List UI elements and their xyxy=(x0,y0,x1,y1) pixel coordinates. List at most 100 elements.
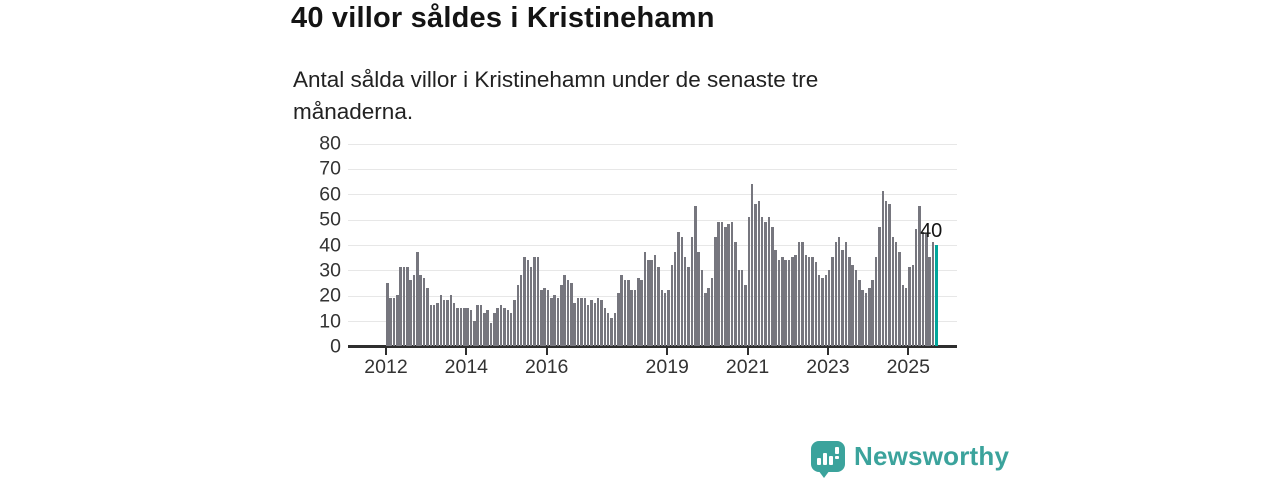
bar xyxy=(791,257,794,346)
bar xyxy=(560,285,563,346)
bar xyxy=(576,297,580,346)
bar xyxy=(704,292,707,346)
bar xyxy=(750,183,754,346)
bar xyxy=(409,280,412,346)
bar xyxy=(807,257,811,346)
x-axis-tick xyxy=(545,347,548,355)
bar xyxy=(647,259,650,346)
bar xyxy=(784,259,787,346)
bar xyxy=(396,295,399,346)
bar xyxy=(898,252,901,346)
bar xyxy=(570,282,573,346)
bar xyxy=(727,224,730,346)
highlighted-latest-bar xyxy=(935,244,938,346)
bar xyxy=(781,257,784,346)
bar xyxy=(831,257,834,346)
bar xyxy=(697,252,700,346)
bar xyxy=(881,191,884,346)
bar xyxy=(884,201,888,346)
gridline xyxy=(348,143,957,145)
bar xyxy=(851,264,854,346)
bar xyxy=(643,252,647,346)
x-axis-tick-label: 2019 xyxy=(645,356,689,378)
bar xyxy=(821,277,824,346)
x-axis-tick-label: 2016 xyxy=(525,356,569,378)
latest-value-label: 40 xyxy=(920,219,943,242)
bar xyxy=(837,236,841,346)
bar xyxy=(633,290,637,346)
bar xyxy=(811,257,814,346)
bar xyxy=(797,241,801,346)
bar xyxy=(771,226,774,346)
bar xyxy=(891,236,895,346)
bar xyxy=(596,297,600,346)
bar xyxy=(416,252,419,346)
gridline xyxy=(348,219,957,221)
bar xyxy=(452,302,456,346)
bar xyxy=(918,206,921,346)
bar xyxy=(904,287,908,346)
bar xyxy=(526,259,530,346)
x-axis-tick xyxy=(746,347,749,355)
bar xyxy=(419,274,422,346)
bar xyxy=(426,287,429,346)
bar xyxy=(389,297,392,346)
bar xyxy=(550,297,553,346)
bar xyxy=(757,201,761,346)
bar xyxy=(422,277,426,346)
bar xyxy=(533,257,536,346)
bar xyxy=(432,305,436,346)
bar xyxy=(412,274,416,346)
bar xyxy=(516,285,520,346)
bar xyxy=(730,221,734,346)
bar xyxy=(925,234,928,346)
bar xyxy=(888,203,891,346)
bar xyxy=(493,313,496,346)
bar xyxy=(844,241,848,346)
bar xyxy=(814,262,818,346)
y-axis-tick-label: 40 xyxy=(319,234,341,256)
bar xyxy=(606,313,610,346)
bar xyxy=(700,269,704,346)
bar xyxy=(717,221,720,346)
x-axis-tick xyxy=(465,347,468,355)
bar xyxy=(556,297,560,346)
bar xyxy=(760,216,764,346)
bar xyxy=(449,295,453,346)
bar xyxy=(429,305,433,346)
y-axis-tick-label: 70 xyxy=(319,157,341,180)
bar xyxy=(620,274,623,346)
bar xyxy=(506,310,510,346)
y-axis-tick-label: 80 xyxy=(319,132,341,155)
x-axis-tick-label: 2023 xyxy=(806,356,850,378)
bar xyxy=(617,292,620,346)
bar xyxy=(734,241,737,346)
bar xyxy=(543,287,546,346)
bar xyxy=(486,310,489,346)
bar xyxy=(523,257,526,346)
bar xyxy=(787,259,791,346)
bar xyxy=(583,297,587,346)
bar xyxy=(848,257,851,346)
bar xyxy=(874,257,878,346)
bar xyxy=(439,295,443,346)
bar xyxy=(456,307,459,346)
bar xyxy=(921,231,925,346)
bar xyxy=(663,292,667,346)
bar xyxy=(603,307,607,346)
bar xyxy=(878,226,881,346)
newsworthy-wordmark: Newsworthy xyxy=(854,441,1010,471)
bar xyxy=(801,241,804,346)
bar xyxy=(871,280,874,346)
bar xyxy=(707,287,710,346)
y-axis-tick-label: 10 xyxy=(319,310,341,333)
bar xyxy=(519,274,523,346)
bar xyxy=(931,241,935,346)
bar xyxy=(600,300,603,346)
bar xyxy=(476,305,479,346)
bar xyxy=(864,292,868,346)
bar xyxy=(466,307,469,346)
bar xyxy=(553,295,556,346)
bar xyxy=(593,302,597,346)
bar xyxy=(513,300,516,346)
